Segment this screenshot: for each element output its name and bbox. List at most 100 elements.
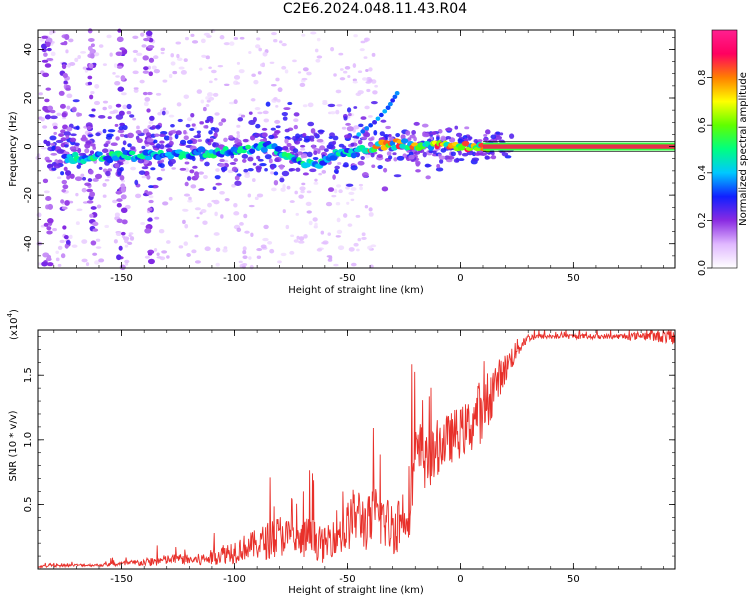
spectrogram-noise-blob: [187, 199, 193, 203]
spectrogram-noise-blob: [66, 105, 71, 110]
spectrogram-cloud-blob: [279, 177, 285, 183]
spectrogram-noise-blob: [367, 245, 373, 250]
spectrogram-panel: -150 -100 -50 0 50 -40 -20 0 20 40 Height of str…: [8, 28, 676, 296]
spectrogram-cloud-blob: [474, 152, 482, 156]
spectrogram-cloud-blob: [228, 135, 234, 139]
spectrogram-noise-blob: [337, 245, 345, 251]
spectrogram-cloud-blob: [129, 114, 135, 118]
spectrogram-cloud-blob: [293, 124, 298, 130]
spectrogram-cloud-blob: [252, 162, 257, 166]
spectrogram-cloud-blob: [95, 132, 101, 137]
spectrogram-noise-blob: [160, 51, 165, 55]
spectrogram-noise-blob: [109, 110, 116, 115]
spectrogram-cloud-blob: [71, 106, 77, 113]
spectrogram-noise-blob: [250, 232, 254, 238]
spectrogram-branch-blob: [360, 129, 366, 134]
spectrogram-noise-blob: [257, 71, 262, 75]
spectrogram-band-blob: [222, 146, 229, 152]
spectrogram-cloud-blob: [107, 116, 112, 120]
spectrogram-cloud-blob: [70, 133, 77, 137]
spectrogram-noise-blob: [168, 114, 175, 118]
spectrogram-noise-column-blob: [142, 70, 149, 74]
spectrogram-noise-blob: [364, 105, 370, 110]
spectrogram-cloud-blob: [53, 163, 61, 169]
colorbar-gradient: [711, 29, 738, 269]
spectrogram-noise-blob: [165, 240, 171, 244]
spectrogram-noise-blob: [154, 216, 160, 220]
spectrogram-noise-blob: [336, 229, 343, 235]
spectrogram-noise-blob: [200, 38, 206, 44]
spectrogram-noise-column-blob: [42, 105, 48, 112]
spectrogram-cloud-blob: [360, 116, 367, 120]
spectrogram-noise-blob: [40, 146, 47, 150]
snr-y-ticks: 0.5 1.0 1.5: [23, 336, 675, 557]
spectrogram-cloud-blob: [308, 135, 315, 140]
spectrogram-noise-blob: [244, 230, 250, 234]
spectrogram-noise-blob: [270, 83, 277, 87]
spectrogram-cloud-blob: [353, 106, 358, 109]
spectrogram-noise-blob: [282, 209, 286, 214]
spectrogram-noise-column-blob: [65, 87, 71, 91]
spectrogram-noise-column-blob: [89, 213, 94, 218]
spectrogram-noise-blob: [81, 258, 88, 263]
spectrogram-cloud-blob: [177, 118, 183, 123]
spectrogram-noise-blob: [136, 125, 140, 130]
snr-y-tick-label: 1.0: [23, 432, 34, 448]
spectrogram-noise-blob: [341, 126, 347, 130]
spectrogram-noise-blob: [75, 192, 79, 197]
spectrogram-noise-blob: [122, 160, 130, 165]
spectrogram-noise-blob: [151, 65, 157, 70]
spectrogram-cloud-blob: [392, 152, 397, 156]
spectrogram-noise-blob: [256, 193, 264, 198]
spectrogram-noise-column-blob: [63, 80, 68, 85]
spectrogram-noise-column-blob: [41, 35, 49, 39]
spectrogram-noise-blob: [52, 122, 58, 127]
spectrogram-cloud-blob: [395, 132, 401, 138]
spectrogram-noise-blob: [299, 186, 306, 191]
spectrogram-cloud-blob: [303, 138, 310, 143]
spectrogram-noise-column-blob: [116, 218, 123, 224]
spectrogram-cloud-blob: [252, 116, 257, 123]
spectrogram-noise-blob: [102, 100, 109, 104]
spectrogram-noise-blob: [314, 222, 318, 227]
spectrogram-cloud-blob: [494, 135, 503, 140]
spectrogram-cloud-blob: [361, 136, 368, 140]
spectrogram-noise-blob: [124, 204, 131, 210]
spectrogram-branch-blob: [387, 101, 393, 107]
spectrogram-cloud-blob: [49, 109, 56, 114]
spectrogram-noise-column-blob: [89, 191, 96, 198]
spectrogram-cloud-blob: [421, 123, 429, 128]
spectrogram-cloud-blob: [141, 145, 146, 150]
spectrogram-cloud-blob: [425, 164, 432, 168]
spectrogram-noise-column-blob: [61, 112, 67, 118]
spectrogram-noise-blob: [133, 87, 139, 90]
spectrogram-cloud-blob: [152, 145, 158, 149]
steady-tone-core: [482, 144, 675, 149]
spectrogram-noise-blob: [136, 52, 143, 56]
spectrogram-noise-blob: [198, 171, 204, 175]
spectrogram-cloud-blob: [408, 154, 415, 160]
spectrogram-noise-blob: [205, 96, 210, 100]
spectrogram-noise-column-blob: [116, 254, 122, 261]
spectrogram-cloud-blob: [343, 134, 351, 139]
spectrogram-cloud-blob: [373, 129, 378, 136]
spectrogram-noise-blob: [188, 196, 192, 201]
spectrogram-cloud-blob: [127, 132, 134, 139]
spectrogram-branch-blob: [356, 132, 362, 137]
colorbar-tick-label: 0.6: [697, 117, 708, 133]
spectrogram-noise-blob: [296, 235, 300, 240]
spectrogram-noise-blob: [170, 53, 175, 58]
spectrogram-noise-blob: [352, 80, 358, 84]
spectrogram-noise-blob: [166, 255, 170, 259]
spectrogram-noise-blob: [298, 194, 304, 199]
spectrogram-noise-blob: [156, 252, 160, 257]
spectrogram-noise-blob: [239, 36, 245, 40]
spectrogram-cloud-blob: [159, 140, 165, 144]
spectrogram-cloud-blob: [302, 132, 307, 138]
spectrogram-noise-blob: [94, 84, 100, 89]
spectrogram-cloud-blob: [386, 151, 392, 156]
spectrogram-band-blob: [128, 150, 136, 156]
spectrogram-cloud-blob: [295, 167, 301, 172]
spectrogram-cloud-blob: [306, 151, 313, 158]
spectrogram-cloud-blob: [281, 111, 289, 117]
